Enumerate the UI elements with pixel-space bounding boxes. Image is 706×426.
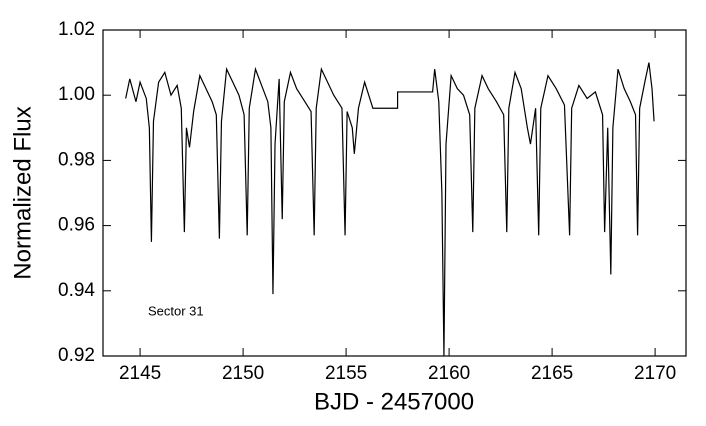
annotation: Sector 31 <box>148 303 204 318</box>
plot-frame <box>102 29 687 357</box>
x-tick-label: 2150 <box>222 363 264 384</box>
y-tick-label: 0.92 <box>58 345 95 366</box>
y-tick-label: 0.94 <box>58 280 95 301</box>
x-tick-label: 2145 <box>119 363 161 384</box>
x-tick-label: 2170 <box>634 363 676 384</box>
y-tick-label: 1.02 <box>58 19 95 40</box>
x-axis-label: BJD - 2457000 <box>314 388 474 415</box>
y-tick-label: 0.98 <box>58 149 95 170</box>
flux-line <box>125 62 655 357</box>
y-tick-label: 1.00 <box>58 84 95 105</box>
x-tick-label: 2155 <box>325 363 367 384</box>
x-tick-label: 2165 <box>531 363 573 384</box>
y-axis-label: Normalized Flux <box>9 106 36 279</box>
y-tick-label: 0.96 <box>58 215 95 236</box>
x-tick-label: 2160 <box>428 363 470 384</box>
